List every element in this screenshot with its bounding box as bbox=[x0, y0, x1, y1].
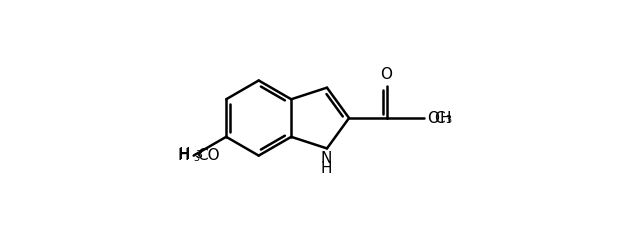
Text: 3: 3 bbox=[445, 115, 451, 125]
Text: H: H bbox=[320, 161, 332, 176]
Text: C: C bbox=[434, 111, 444, 126]
Text: H: H bbox=[440, 111, 451, 126]
Text: N: N bbox=[320, 152, 332, 166]
Text: CO: CO bbox=[198, 148, 220, 163]
Text: O: O bbox=[381, 67, 392, 82]
Text: H: H bbox=[177, 148, 189, 163]
Text: 3: 3 bbox=[193, 152, 200, 163]
Text: H: H bbox=[178, 147, 189, 162]
Text: 3: 3 bbox=[195, 150, 202, 160]
Text: O: O bbox=[427, 111, 439, 126]
